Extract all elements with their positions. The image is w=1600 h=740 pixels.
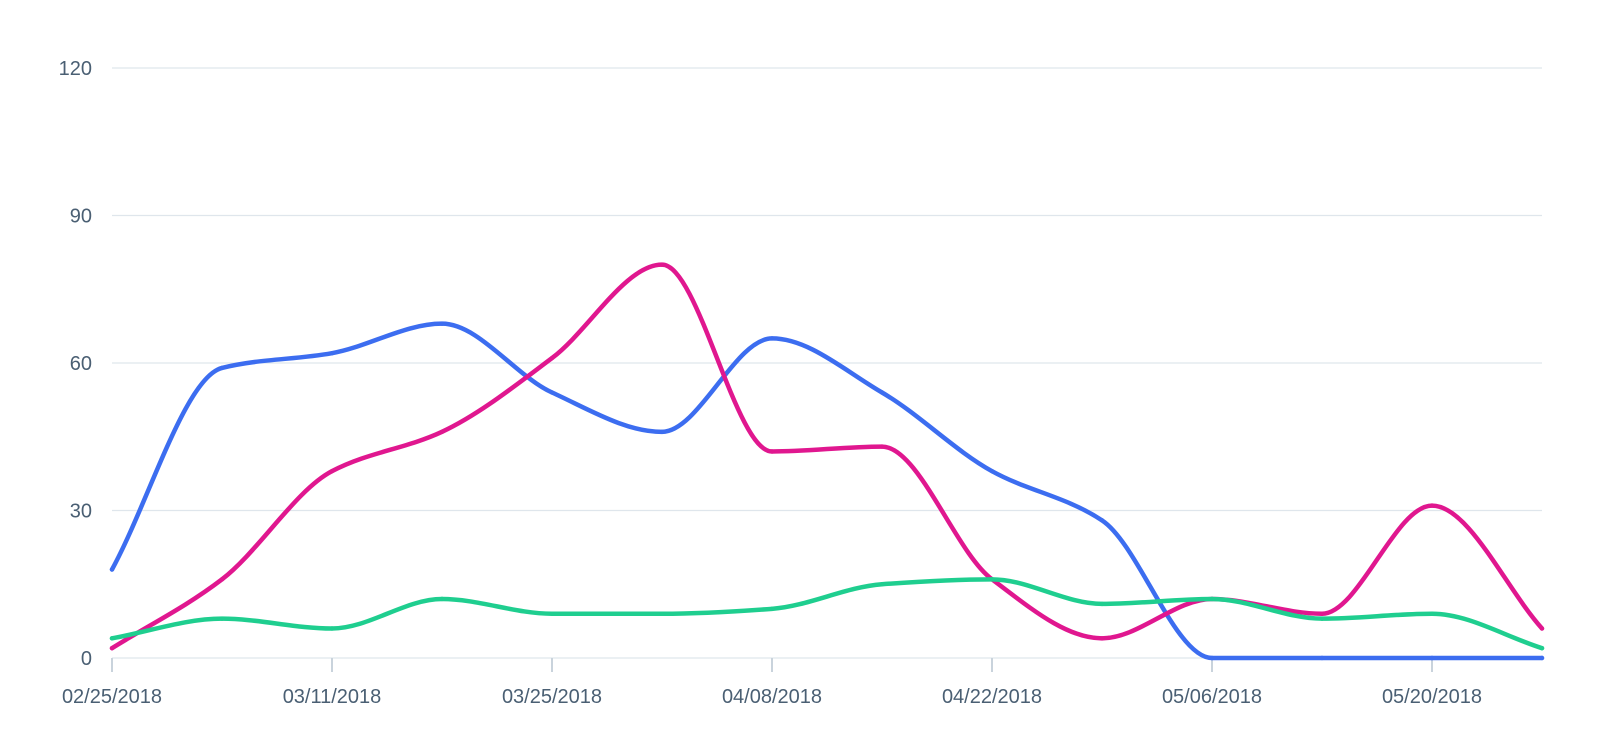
series-line-3 <box>109 577 1545 651</box>
data-point <box>1429 611 1435 616</box>
x-tick-label: 03/25/2018 <box>502 686 602 708</box>
y-tick-label: 90 <box>70 206 92 228</box>
y-axis: 0 30 60 90 120 <box>59 58 92 670</box>
data-point <box>109 636 115 641</box>
data-point <box>549 355 555 361</box>
data-point <box>769 336 775 341</box>
data-point <box>1429 655 1435 661</box>
x-tick-label: 03/11/2018 <box>283 686 382 708</box>
data-point <box>879 444 885 449</box>
data-point <box>879 390 885 395</box>
data-point <box>1099 518 1105 523</box>
series-group <box>109 262 1545 661</box>
data-point <box>1209 596 1215 602</box>
grid <box>112 67 1542 659</box>
data-point <box>219 616 225 621</box>
y-tick-label: 120 <box>59 58 92 80</box>
series-line-2 <box>109 262 1545 651</box>
data-point <box>329 626 335 631</box>
data-point <box>549 611 555 616</box>
data-point <box>989 468 995 474</box>
data-point <box>549 390 555 395</box>
x-tick-label: 02/25/2018 <box>62 686 162 708</box>
x-tick-label: 04/08/2018 <box>722 686 822 708</box>
data-point <box>1099 636 1105 641</box>
y-tick-label: 60 <box>70 353 92 375</box>
data-point <box>659 611 665 616</box>
data-point <box>219 577 225 582</box>
data-point <box>769 606 775 612</box>
x-axis: 02/25/2018 03/11/2018 03/25/2018 04/08/2018… <box>62 658 1482 708</box>
data-point <box>219 365 225 371</box>
x-tick-label: 05/20/2018 <box>1382 686 1482 708</box>
data-point <box>659 429 665 435</box>
data-point <box>329 350 335 356</box>
data-point <box>659 262 665 267</box>
data-point <box>989 577 995 582</box>
x-tick-label: 05/06/2018 <box>1162 686 1262 708</box>
data-point <box>109 567 115 572</box>
data-point <box>1539 645 1545 651</box>
data-point <box>1539 655 1545 661</box>
data-point <box>1429 503 1435 508</box>
data-point <box>1539 626 1545 631</box>
series-line-1 <box>109 321 1545 661</box>
data-point <box>1099 601 1105 607</box>
data-point <box>329 468 335 474</box>
data-point <box>879 582 885 587</box>
data-point <box>439 321 445 326</box>
y-tick-label: 0 <box>81 648 92 670</box>
data-point <box>769 449 775 454</box>
data-point <box>439 429 445 435</box>
data-point <box>109 645 115 651</box>
data-point <box>1319 616 1325 621</box>
y-tick-label: 30 <box>70 501 92 523</box>
x-tick-label: 04/22/2018 <box>942 686 1042 708</box>
data-point <box>1319 611 1325 616</box>
data-point <box>439 596 445 602</box>
data-point <box>1209 655 1215 661</box>
data-point <box>1319 655 1325 661</box>
